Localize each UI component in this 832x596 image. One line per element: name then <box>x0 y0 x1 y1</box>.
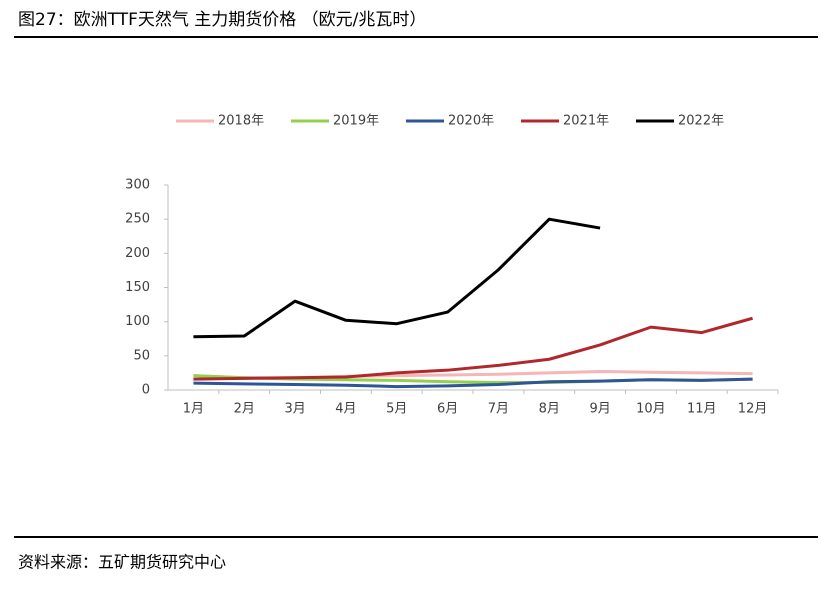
x-tick-label: 2月 <box>234 402 255 417</box>
x-tick-label: 12月 <box>738 402 768 417</box>
series-line <box>193 377 753 389</box>
legend-label: 2021年 <box>563 114 609 129</box>
x-tick-label: 1月 <box>183 402 204 417</box>
x-tick-label: 4月 <box>335 402 356 417</box>
x-tick-label: 6月 <box>437 402 458 417</box>
source: 资料来源：五矿期货研究中心 <box>18 553 226 572</box>
y-tick-label: 250 <box>125 212 150 227</box>
y-tick-label: 150 <box>125 280 150 295</box>
y-tick-label: 50 <box>133 348 150 363</box>
series-line <box>193 316 753 381</box>
x-tick-label: 7月 <box>488 402 509 417</box>
legend-label: 2022年 <box>678 114 724 129</box>
x-tick-label: 8月 <box>539 402 560 417</box>
y-tick-label: 100 <box>125 314 150 329</box>
y-tick-label: 200 <box>125 246 150 261</box>
x-tick-label: 5月 <box>386 402 407 417</box>
chart-title: 图27：欧洲TTF天然气 主力期货价格 （欧元/兆瓦时） <box>18 10 426 30</box>
legend-label: 2018年 <box>218 114 264 129</box>
x-tick-label: 10月 <box>636 402 666 417</box>
legend-label: 2020年 <box>448 114 494 129</box>
x-tick-label: 9月 <box>589 402 610 417</box>
legend-label: 2019年 <box>333 114 379 129</box>
x-tick-label: 3月 <box>284 402 305 417</box>
series-line <box>193 217 601 339</box>
y-tick-label: 300 <box>125 178 150 193</box>
y-tick-label: 0 <box>142 383 150 398</box>
x-tick-label: 11月 <box>687 402 717 417</box>
